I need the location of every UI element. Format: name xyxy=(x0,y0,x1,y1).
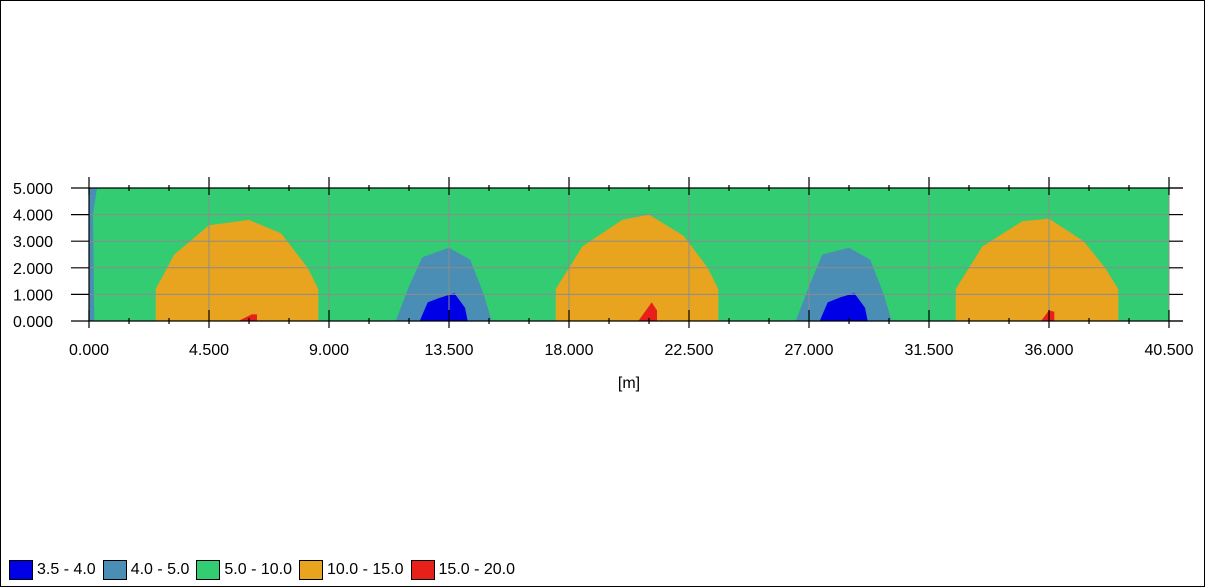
x-tick-label: 22.500 xyxy=(665,342,714,359)
legend-swatch xyxy=(299,560,324,580)
legend-item: 15.0 - 20.0 xyxy=(410,560,516,580)
y-tick-label: 5.000 xyxy=(13,181,53,198)
legend-item: 10.0 - 15.0 xyxy=(299,560,404,580)
contour-region xyxy=(395,247,492,321)
legend: 3.5 - 4.0 4.0 - 5.0 5.0 - 10.0 10.0 - 15… xyxy=(9,560,522,580)
contour-region xyxy=(819,293,868,321)
contour-region xyxy=(1041,310,1055,321)
legend-swatch xyxy=(410,560,435,580)
legend-swatch xyxy=(9,560,33,580)
x-tick-label: 31.500 xyxy=(905,342,954,359)
x-tick-label: 0.000 xyxy=(69,342,109,359)
legend-label: 10.0 - 15.0 xyxy=(327,561,404,578)
legend-label: 15.0 - 20.0 xyxy=(438,561,516,578)
legend-item: 5.0 - 10.0 xyxy=(196,560,292,580)
legend-swatch xyxy=(102,560,127,580)
legend-item: 3.5 - 4.0 xyxy=(9,560,96,580)
legend-label: 4.0 - 5.0 xyxy=(130,561,190,578)
x-tick-label: 4.500 xyxy=(189,342,229,359)
contour-region xyxy=(795,247,892,321)
y-tick-label: 2.000 xyxy=(13,261,53,278)
y-tick-label: 3.000 xyxy=(13,234,53,251)
x-axis-label: [m] xyxy=(618,375,640,392)
contour-region xyxy=(89,188,97,321)
legend-label: 3.5 - 4.0 xyxy=(37,561,96,578)
x-tick-label: 13.500 xyxy=(425,342,474,359)
legend-label: 5.0 - 10.0 xyxy=(224,561,293,578)
x-tick-label: 27.000 xyxy=(785,342,834,359)
y-tick-label: 4.000 xyxy=(13,208,53,225)
contour-region xyxy=(638,302,657,321)
legend-swatch xyxy=(196,560,221,580)
legend-item: 4.0 - 5.0 xyxy=(102,560,190,580)
x-tick-label: 36.000 xyxy=(1025,342,1074,359)
contour-region xyxy=(419,293,468,321)
x-tick-label: 9.000 xyxy=(309,342,349,359)
contour-region xyxy=(238,314,257,321)
y-tick-label: 0.000 xyxy=(13,314,53,331)
contour-region xyxy=(955,218,1119,321)
x-tick-label: 18.000 xyxy=(545,342,594,359)
contour-region xyxy=(155,219,319,321)
x-tick-label: 40.500 xyxy=(1145,342,1194,359)
y-tick-label: 1.000 xyxy=(13,287,53,304)
